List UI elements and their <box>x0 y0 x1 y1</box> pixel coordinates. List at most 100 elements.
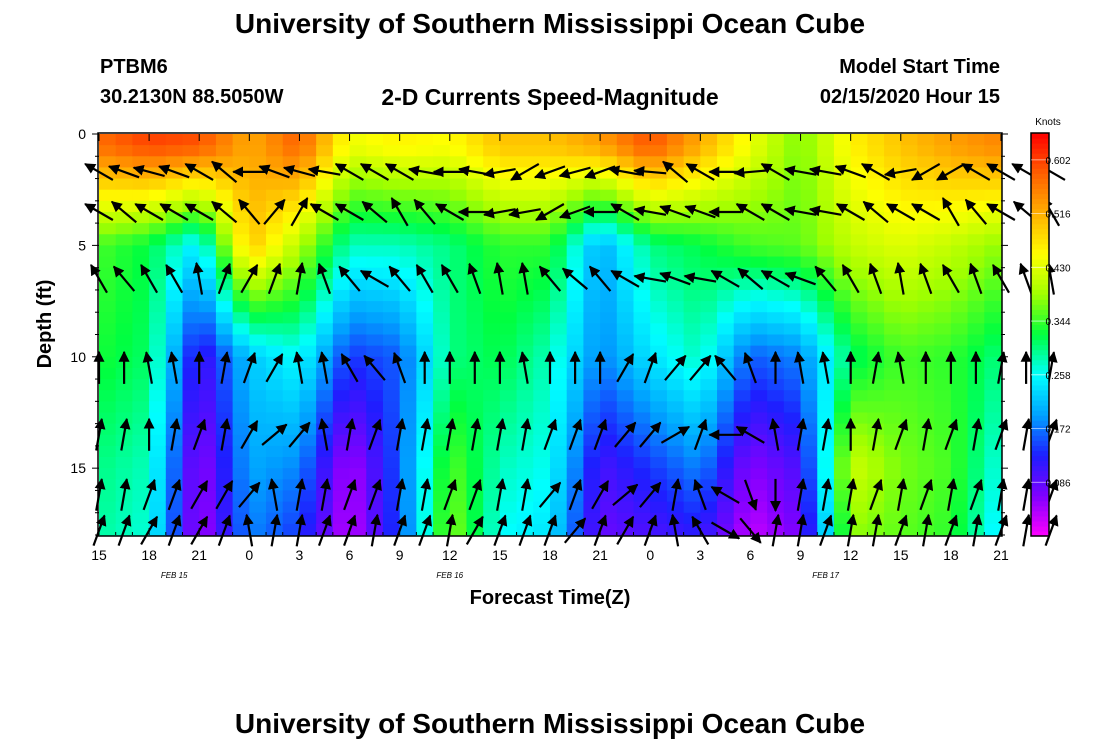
heat-cell <box>483 312 501 324</box>
heat-cell <box>783 434 802 447</box>
heat-cell <box>566 323 584 336</box>
station-location: 30.2130N 88.5050W <box>100 86 284 108</box>
heat-cell <box>817 223 835 235</box>
heat-cell <box>767 178 785 191</box>
heat-cell <box>132 523 150 536</box>
heat-cell <box>650 189 668 202</box>
heat-cell <box>550 367 568 380</box>
heat-cell <box>600 512 618 525</box>
heat-cell <box>199 412 217 425</box>
heat-cell <box>884 189 902 202</box>
heat-cell <box>583 379 601 391</box>
heat-cell <box>550 278 568 291</box>
heat-cell <box>349 189 367 202</box>
heat-cell <box>934 245 952 258</box>
heat-cell <box>867 223 885 235</box>
heat-cell <box>666 423 685 436</box>
heat-cell <box>349 390 367 402</box>
heat-cell <box>433 367 451 380</box>
heat-cell <box>817 178 835 191</box>
heat-cell <box>566 301 584 313</box>
heat-cell <box>566 457 584 469</box>
heat-cell <box>182 445 200 458</box>
current-arrow <box>941 263 960 294</box>
heat-cell <box>433 334 451 347</box>
heat-cell <box>433 145 451 157</box>
heat-cell <box>149 457 167 469</box>
heat-cell <box>349 234 367 246</box>
heat-cell <box>165 334 184 347</box>
heat-cell <box>266 234 284 246</box>
heat-cell <box>683 256 701 269</box>
heat-cell <box>149 134 167 146</box>
heat-cell <box>934 390 952 402</box>
heat-cell <box>382 211 401 224</box>
heat-cell <box>499 256 518 269</box>
heat-cell <box>199 390 217 402</box>
heat-cell <box>583 156 601 169</box>
heat-cell <box>199 156 217 169</box>
heat-cell <box>332 490 351 503</box>
heat-cell <box>550 289 568 302</box>
colorbar-swatch <box>1031 510 1049 517</box>
heat-cell <box>833 178 852 191</box>
heat-cell <box>783 445 802 458</box>
heat-cell <box>566 145 584 157</box>
heat-cell <box>800 334 818 347</box>
current-arrow <box>936 162 966 181</box>
heat-cell <box>282 289 301 302</box>
heat-cell <box>917 301 935 313</box>
heat-cell <box>349 278 367 291</box>
heat-cell <box>266 379 284 391</box>
heat-cell <box>132 501 150 514</box>
colorbar-swatch <box>1031 450 1049 456</box>
heat-cell <box>683 167 701 180</box>
heat-cell <box>349 490 367 503</box>
heat-cell <box>332 223 351 235</box>
heat-cell <box>416 379 434 391</box>
heat-cell <box>717 445 735 458</box>
heat-cell <box>149 200 167 213</box>
heat-cell <box>934 223 952 235</box>
heat-cell <box>266 390 284 402</box>
heat-cell <box>850 234 868 246</box>
heat-cell <box>850 134 868 146</box>
heat-cell <box>249 256 267 269</box>
current-arrow <box>794 351 805 384</box>
heat-cell <box>633 323 651 336</box>
heat-cell <box>650 367 668 380</box>
heat-cell <box>499 345 518 358</box>
current-arrow <box>568 418 583 451</box>
heat-cell <box>399 379 417 391</box>
heat-cell <box>850 323 868 336</box>
heat-cell <box>650 245 668 258</box>
heat-cell <box>282 412 301 425</box>
heat-cell <box>449 323 468 336</box>
heat-cell <box>483 468 501 480</box>
heat-cell <box>382 256 401 269</box>
heat-cell <box>817 167 835 180</box>
heat-cell <box>783 356 802 369</box>
heat-cell <box>583 134 601 146</box>
y-tick-label: 10 <box>70 349 86 365</box>
heat-cell <box>666 189 685 202</box>
heat-cell <box>717 178 735 191</box>
heat-cell <box>683 434 701 447</box>
heat-cell <box>583 390 601 402</box>
heat-cell <box>366 189 384 202</box>
heat-cell <box>199 189 217 202</box>
heat-cell <box>950 323 969 336</box>
heat-cell <box>349 345 367 358</box>
heat-cell <box>416 156 434 169</box>
colorbar-swatch <box>1031 238 1049 245</box>
heat-cell <box>99 390 117 402</box>
heat-cell <box>165 401 184 414</box>
heat-cell <box>917 245 935 258</box>
current-arrow <box>883 167 917 179</box>
heat-cell <box>633 211 651 224</box>
colorbar-swatch <box>1031 329 1049 336</box>
heat-cell <box>817 145 835 157</box>
colorbar-swatch <box>1031 158 1049 164</box>
heat-cell <box>282 423 301 436</box>
